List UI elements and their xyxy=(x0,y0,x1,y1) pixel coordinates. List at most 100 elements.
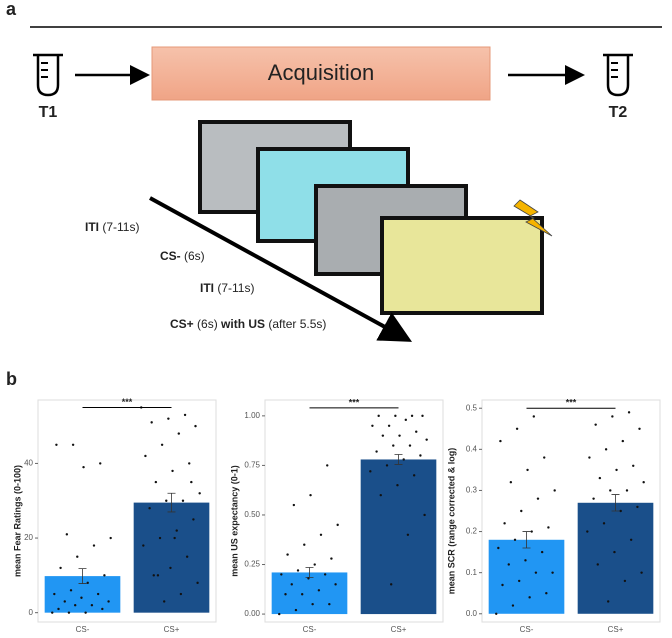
y-tick-label: 0.75 xyxy=(244,461,260,470)
data-point xyxy=(636,505,639,509)
data-point xyxy=(598,476,602,480)
data-point xyxy=(173,536,176,540)
data-point xyxy=(280,573,283,576)
data-point xyxy=(379,493,382,497)
data-point xyxy=(412,474,416,477)
y-tick-label: 0.1 xyxy=(466,568,478,577)
data-point xyxy=(65,533,69,536)
plot-frame xyxy=(481,399,661,623)
data-point xyxy=(604,448,608,451)
data-point xyxy=(80,596,83,599)
bar xyxy=(360,459,437,615)
data-point xyxy=(181,499,185,502)
data-point xyxy=(623,579,627,583)
x-tick-label: CS- xyxy=(303,625,317,633)
data-point xyxy=(602,522,606,525)
data-point xyxy=(154,480,158,484)
y-tick-label: 0.2 xyxy=(466,527,478,536)
error-bar xyxy=(522,531,531,549)
data-point xyxy=(326,464,329,467)
tube-icon xyxy=(33,53,63,97)
data-point xyxy=(107,600,110,603)
data-point xyxy=(517,579,521,583)
data-point xyxy=(313,563,316,566)
data-point xyxy=(410,414,414,418)
data-point xyxy=(638,427,641,430)
data-point xyxy=(323,573,327,576)
data-point xyxy=(385,464,389,467)
box-label: Acquisition xyxy=(268,60,374,85)
y-axis-title: mean SCR (range corrected & log) xyxy=(446,448,456,595)
y-tick-label: 0.0 xyxy=(466,609,478,618)
data-point xyxy=(629,538,633,541)
data-point xyxy=(294,608,298,612)
data-point xyxy=(158,536,162,540)
y-tick-label: 0.3 xyxy=(466,486,478,495)
stimulus-images xyxy=(198,120,544,315)
data-point xyxy=(530,530,533,533)
data-point xyxy=(621,439,625,443)
error-bar xyxy=(78,568,87,584)
data-point xyxy=(152,574,155,577)
data-point xyxy=(515,427,519,430)
data-point xyxy=(286,553,289,556)
data-point xyxy=(642,481,645,484)
y-tick-label: 40 xyxy=(24,459,33,468)
plot-frame xyxy=(264,399,444,623)
step-bold: ITI xyxy=(200,281,214,295)
data-point xyxy=(101,607,104,611)
data-point xyxy=(103,574,106,577)
data-point xyxy=(179,592,183,596)
data-point xyxy=(640,571,643,574)
data-point xyxy=(71,443,75,446)
data-point xyxy=(67,611,71,614)
data-point xyxy=(169,566,172,570)
step-text: (7-11s) xyxy=(217,281,254,295)
data-point xyxy=(192,518,195,521)
data-point xyxy=(377,414,380,418)
data-point xyxy=(389,583,393,586)
data-point xyxy=(55,443,58,446)
data-point xyxy=(311,602,314,606)
bar xyxy=(488,539,565,614)
y-tick-label: 0.25 xyxy=(244,560,260,569)
data-point xyxy=(198,492,201,495)
x-tick-label: CS+ xyxy=(164,625,180,633)
data-point xyxy=(76,555,79,558)
step-bold: CS- xyxy=(160,249,181,263)
data-point xyxy=(86,581,89,585)
data-point xyxy=(520,509,523,513)
data-point xyxy=(415,430,418,433)
bar xyxy=(577,502,654,614)
data-point xyxy=(177,432,181,435)
data-point xyxy=(540,550,544,554)
data-point xyxy=(619,509,622,513)
data-point xyxy=(160,443,164,446)
data-point xyxy=(423,513,426,517)
data-point xyxy=(307,577,310,580)
panel-label: a xyxy=(6,0,17,19)
data-point xyxy=(501,583,504,587)
data-point xyxy=(300,593,304,596)
y-tick-label: 0.00 xyxy=(244,609,260,618)
y-tick-label: 0.5 xyxy=(466,403,478,412)
data-point xyxy=(381,434,385,437)
data-point xyxy=(613,550,616,554)
data-point xyxy=(534,571,538,574)
data-point xyxy=(317,589,321,592)
step-label: CS- (6s) xyxy=(160,249,205,263)
data-point xyxy=(175,529,178,532)
data-point xyxy=(596,563,599,566)
data-point xyxy=(592,497,595,500)
data-point xyxy=(296,569,300,572)
t2-label: T2 xyxy=(609,104,628,121)
data-point xyxy=(188,462,191,465)
data-point xyxy=(334,583,337,586)
data-point xyxy=(167,417,170,420)
data-point xyxy=(528,596,531,599)
data-point xyxy=(190,480,193,484)
data-point xyxy=(509,481,513,484)
data-point xyxy=(309,493,312,497)
data-point xyxy=(319,533,323,536)
step-text: (after 5.5s) xyxy=(268,317,326,331)
